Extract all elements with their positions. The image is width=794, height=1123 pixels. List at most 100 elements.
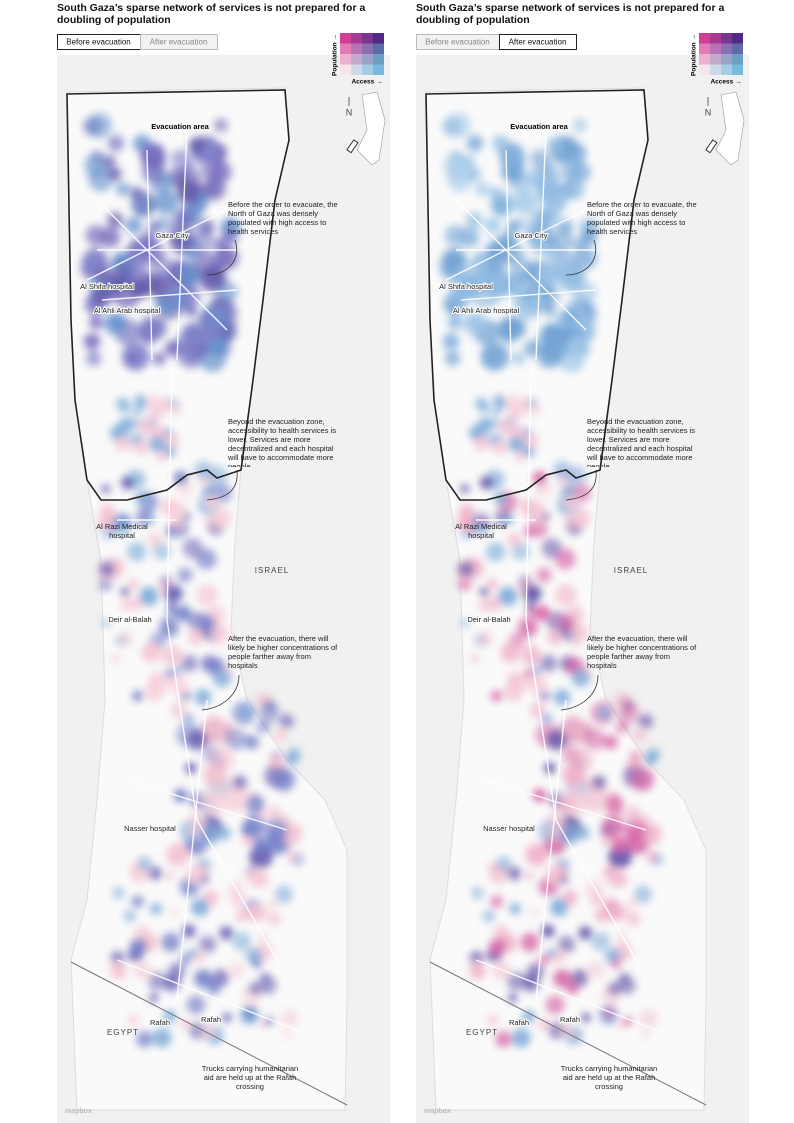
legend-swatch xyxy=(373,43,384,54)
density-blob xyxy=(83,333,101,350)
density-blob xyxy=(154,190,179,215)
place-label-box: Al Razi Medical hospital xyxy=(96,522,148,540)
density-blob xyxy=(120,476,135,490)
country-label: ISRAEL xyxy=(255,566,289,575)
country-label: EGYPT xyxy=(466,1028,498,1037)
toggle-button[interactable]: Before evacuation xyxy=(416,34,500,50)
density-blob xyxy=(207,465,228,486)
density-blob xyxy=(244,794,265,815)
density-blob xyxy=(499,142,525,169)
density-blob xyxy=(163,974,181,992)
density-blob xyxy=(182,924,196,938)
density-blob xyxy=(125,217,143,235)
density-blob xyxy=(507,866,522,881)
density-blob xyxy=(199,874,210,885)
toggle-button[interactable]: Before evacuation xyxy=(57,34,141,50)
density-blob xyxy=(148,532,163,547)
density-blob xyxy=(170,908,179,917)
density-blob xyxy=(89,284,113,307)
density-blob xyxy=(148,866,163,881)
legend-swatch xyxy=(362,64,373,75)
density-blob xyxy=(506,971,526,991)
density-blob xyxy=(118,631,134,647)
density-blob xyxy=(611,837,627,852)
road xyxy=(96,199,228,331)
annotation: Trucks carrying humanitarian aid are hel… xyxy=(560,1064,658,1091)
density-blob xyxy=(547,629,563,645)
density-blob xyxy=(576,826,590,840)
annotation-arrow xyxy=(206,469,238,501)
density-blob xyxy=(200,157,224,182)
road xyxy=(101,289,238,301)
road xyxy=(146,149,153,361)
place-label-box: Al Razi Medical hospital xyxy=(455,522,507,540)
toggle-bg xyxy=(499,34,577,50)
map-panel: South Gaza’s sparse network of services … xyxy=(416,2,749,1123)
annotation-box: Trucks carrying humanitarian aid are hel… xyxy=(560,1064,658,1091)
legend-swatch xyxy=(721,33,732,44)
density-blob xyxy=(569,623,589,642)
density-blob xyxy=(507,532,522,547)
density-blob xyxy=(475,436,490,451)
density-blob xyxy=(272,768,296,792)
legend-swatch xyxy=(351,43,362,54)
toggle-button[interactable]: After evacuation xyxy=(140,34,218,50)
density-blob xyxy=(200,825,220,846)
density-blob xyxy=(585,880,604,898)
density-blob xyxy=(493,440,508,455)
density-blob xyxy=(187,948,198,958)
density-blob xyxy=(486,542,506,562)
legend-swatch xyxy=(732,33,743,44)
legend-swatch xyxy=(710,64,721,75)
density-blob xyxy=(185,762,197,774)
legend-swatch xyxy=(362,54,373,65)
density-blob xyxy=(572,118,587,133)
toggle-button[interactable]: After evacuation xyxy=(499,34,577,50)
density-blob xyxy=(536,180,560,204)
annotation-arrow xyxy=(560,674,599,711)
density-blob xyxy=(611,958,621,969)
road xyxy=(86,209,228,281)
road xyxy=(455,199,587,331)
evacuation-boundary xyxy=(425,89,649,501)
density-blob xyxy=(131,895,144,908)
density-blob xyxy=(485,352,498,366)
density-blob xyxy=(541,924,555,938)
density-blob xyxy=(203,763,227,787)
density-blob xyxy=(465,212,483,229)
density-blob xyxy=(546,948,557,958)
density-blob xyxy=(522,974,540,992)
density-blob xyxy=(633,728,646,742)
density-blob xyxy=(242,815,266,839)
density-blob xyxy=(242,836,253,847)
legend-swatch xyxy=(362,43,373,54)
density-blob xyxy=(246,904,264,922)
density-blob xyxy=(559,1022,576,1040)
roads xyxy=(86,129,298,1031)
legend-x-label: Access → xyxy=(351,79,382,86)
density-blob xyxy=(150,902,162,915)
road xyxy=(535,699,567,1001)
density-blob xyxy=(107,135,125,152)
density-blob xyxy=(202,715,227,740)
density-blob xyxy=(633,885,652,904)
density-blob xyxy=(169,674,189,695)
density-blob xyxy=(198,264,227,293)
density-blob xyxy=(130,279,150,299)
density-blob xyxy=(539,654,557,673)
panel-title-box: South Gaza’s sparse network of services … xyxy=(416,2,724,26)
evacuation-boundary xyxy=(66,89,290,501)
density-blob xyxy=(109,313,127,331)
density-blob xyxy=(231,931,252,952)
density-blob xyxy=(152,351,166,366)
density-blob xyxy=(198,219,215,235)
density-blob xyxy=(524,871,534,881)
density-blob xyxy=(167,602,176,611)
density-blob xyxy=(161,932,181,952)
toggle-label: After evacuation xyxy=(150,38,208,47)
density-blob xyxy=(482,910,495,923)
density-blob xyxy=(458,504,475,521)
density-blob xyxy=(139,586,159,606)
density-blob xyxy=(581,1012,591,1023)
density-blob xyxy=(538,953,551,966)
